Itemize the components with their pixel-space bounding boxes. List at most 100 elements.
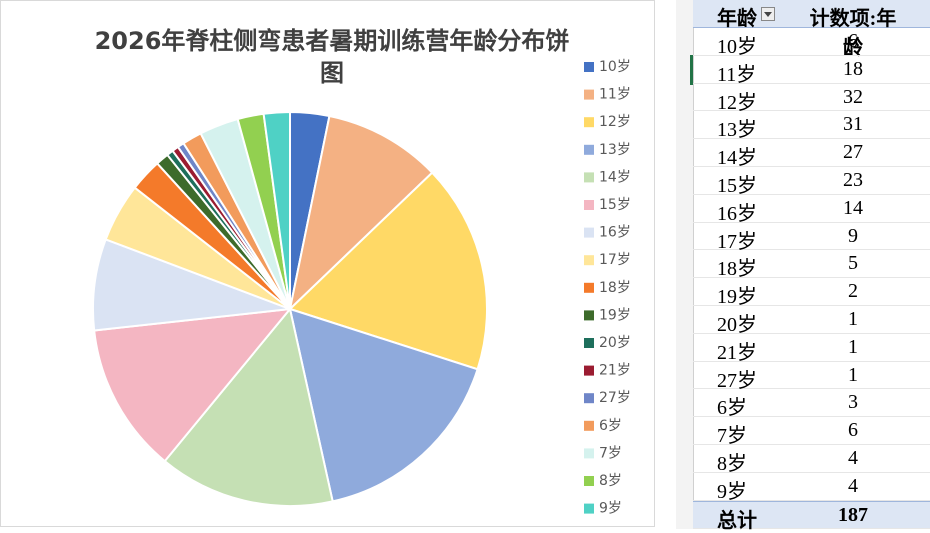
table-row: 13岁 31	[693, 111, 930, 142]
row-gutter	[676, 0, 694, 529]
pie-chart: 10岁 11岁 12岁 13岁 14岁 15岁 16岁 17岁 18岁 19岁 20岁 21岁 27岁 6…	[92, 59, 631, 517]
legend-label: 12岁	[599, 114, 631, 130]
legend-swatch	[584, 62, 594, 72]
legend-swatch	[584, 420, 594, 431]
legend-label: 10岁	[599, 59, 631, 75]
table-row: 20岁 1	[693, 306, 930, 336]
legend-swatch	[584, 393, 594, 404]
header-row: 年龄 计数项:年龄	[693, 0, 930, 59]
pie-slice	[288, 114, 434, 312]
age-cell: 21岁	[717, 341, 757, 364]
count-cell: 31	[843, 113, 863, 136]
legend-label: 11岁	[599, 87, 631, 103]
legend-swatch	[584, 144, 594, 155]
legend-swatch	[584, 200, 594, 210]
table-row: 12岁 32	[693, 84, 930, 114]
count-cell: 32	[843, 85, 863, 108]
count-cell: 18	[843, 57, 863, 80]
count-cell: 3	[848, 391, 858, 414]
legend-label: 18岁	[599, 280, 631, 296]
count-cell: 5	[848, 252, 858, 275]
legend-label: 13岁	[599, 142, 631, 158]
count-cell: 14	[843, 196, 863, 219]
table-row: 27岁 1	[693, 362, 930, 392]
count-cell: 6	[848, 30, 858, 52]
pie-slice	[288, 307, 479, 503]
pie-slice	[288, 171, 488, 371]
table-row: 17岁 9	[693, 223, 930, 253]
age-cell: 6岁	[717, 397, 747, 420]
total-value: 187	[838, 504, 868, 526]
legend-swatch	[584, 476, 594, 486]
legend-swatch	[584, 282, 594, 293]
pie-slice	[262, 110, 291, 310]
total-row: 总计 187	[693, 501, 930, 532]
count-cell: 23	[843, 169, 863, 191]
age-cell: 11岁	[717, 63, 757, 86]
count-cell: 1	[848, 335, 858, 358]
count-cell: 2	[848, 280, 858, 303]
count-cell: 4	[848, 474, 858, 497]
selection-marker	[690, 55, 693, 85]
legend-label: 21岁	[599, 363, 631, 379]
age-cell: 12岁	[717, 91, 757, 114]
chart-title: 2026年脊柱侧弯患者暑期训练营年龄分布饼图	[94, 27, 570, 87]
table-row: 9岁 4	[693, 473, 930, 503]
table-row: 15岁 23	[693, 167, 930, 197]
legend-swatch	[584, 310, 594, 321]
count-cell: 4	[848, 447, 858, 469]
filter-button[interactable]	[761, 7, 775, 21]
count-cell: 9	[848, 224, 858, 247]
pie-slice	[163, 306, 334, 507]
legend-label: 9岁	[599, 501, 622, 517]
legend-swatch	[584, 365, 594, 376]
count-cell: 27	[843, 141, 863, 164]
pivot-table: 年龄 计数项:年龄 总计 187 10岁 6 11岁 18 12岁 32 13岁 31 14岁 2…	[693, 0, 930, 532]
age-cell: 8岁	[717, 453, 747, 475]
legend-label: 16岁	[599, 225, 631, 241]
legend-label: 15岁	[599, 197, 631, 213]
legend-label: 7岁	[599, 445, 622, 461]
table-row: 14岁 27	[693, 139, 930, 170]
age-cell: 19岁	[717, 286, 757, 309]
table-row: 6岁 3	[693, 389, 930, 420]
table-row: 10岁 6	[693, 28, 930, 58]
age-cell: 9岁	[717, 480, 747, 503]
legend-swatch	[584, 117, 594, 128]
age-cell: 14岁	[717, 147, 757, 170]
table-row: 7岁 6	[693, 417, 930, 448]
age-cell: 13岁	[717, 119, 757, 142]
age-cell: 15岁	[717, 175, 757, 197]
age-cell: 7岁	[717, 425, 747, 448]
chart-area: 10岁 11岁 12岁 13岁 14岁 15岁 16岁 17岁 18岁 19岁 20岁 21岁 27岁 6…	[0, 0, 655, 527]
pie-slice	[93, 307, 293, 463]
legend-label: 20岁	[599, 335, 631, 351]
legend-swatch	[584, 227, 594, 238]
legend-label: 27岁	[599, 390, 631, 406]
legend-label: 17岁	[599, 252, 631, 268]
legend-label: 14岁	[599, 169, 631, 185]
age-cell: 17岁	[717, 230, 757, 253]
table-row: 19岁 2	[693, 278, 930, 309]
legend-label: 19岁	[599, 307, 631, 323]
legend-swatch	[584, 255, 594, 266]
count-cell: 1	[848, 308, 858, 330]
header-cell: 年龄	[717, 8, 757, 30]
legend-swatch	[584, 172, 594, 183]
table-row: 21岁 1	[693, 334, 930, 364]
table-row: 18岁 5	[693, 250, 930, 281]
header-cell: 计数项:年龄	[809, 8, 897, 59]
table-row: 16岁 14	[693, 195, 930, 225]
legend-swatch	[584, 503, 594, 514]
count-cell: 1	[848, 363, 858, 386]
age-cell: 10岁	[717, 36, 757, 58]
age-cell: 20岁	[717, 314, 757, 336]
age-cell: 18岁	[717, 258, 757, 281]
legend-label: 6岁	[599, 418, 622, 434]
legend-swatch	[584, 338, 594, 348]
table-row: 8岁 4	[693, 445, 930, 475]
dropdown-icon	[764, 12, 772, 17]
legend-label: 8岁	[599, 473, 622, 489]
age-cell: 27岁	[717, 369, 757, 392]
